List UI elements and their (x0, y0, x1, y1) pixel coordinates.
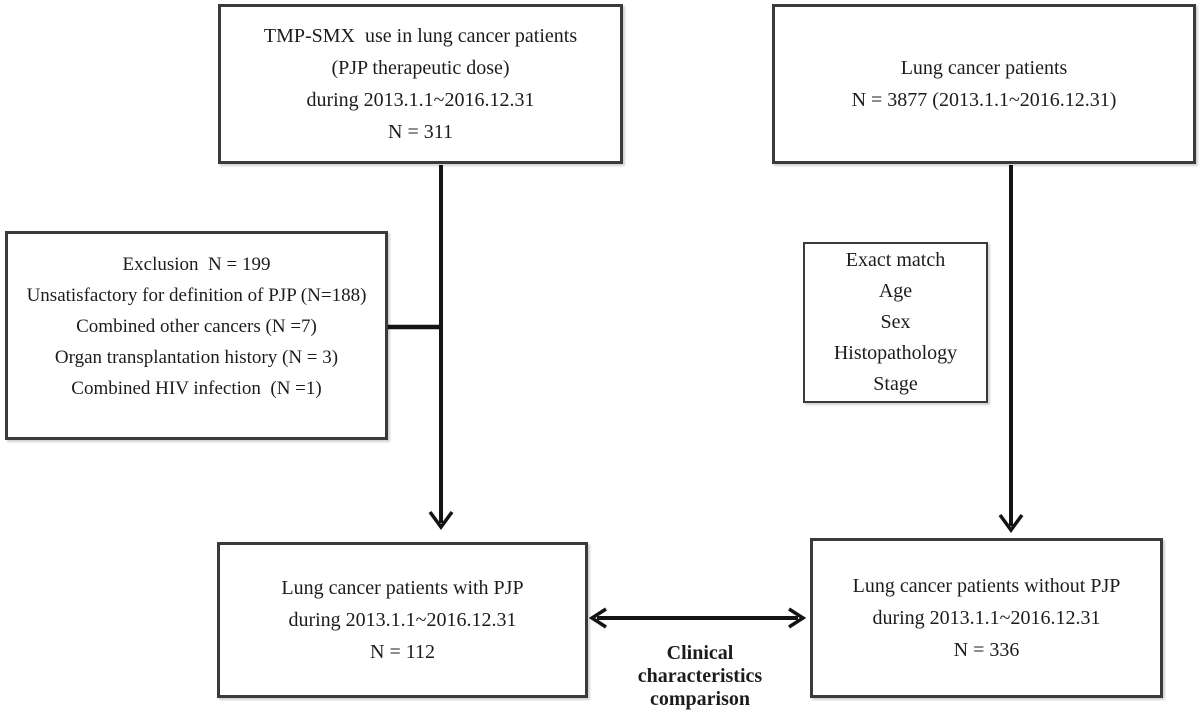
box-line: Organ transplantation history (N = 3) (54, 347, 339, 368)
box-line: Lung cancer patients with PJP (281, 577, 524, 599)
box-line: Lung cancer patients (900, 57, 1068, 79)
box-line: Combined other cancers (N =7) (76, 316, 317, 337)
arrow-down-left (428, 165, 454, 530)
box-line: Exclusion N = 199 (122, 254, 271, 275)
box-line: during 2013.1.1~2016.12.31 (306, 89, 535, 111)
box-line: Histopathology (833, 342, 958, 364)
arrow-comparison-double (588, 607, 807, 629)
box-line: N = 3877 (2013.1.1~2016.12.31) (851, 89, 1117, 111)
box-tmp-smx-use: TMP-SMX use in lung cancer patients (PJP… (218, 4, 623, 164)
box-without-pjp: Lung cancer patients without PJP during … (810, 538, 1163, 698)
arrow-down-right (998, 165, 1024, 533)
comparison-label: Clinical characteristics comparison (600, 642, 800, 711)
box-line: N = 112 (370, 641, 435, 663)
box-line: Exact match (845, 249, 946, 271)
box-lung-cancer-patients: Lung cancer patients N = 3877 (2013.1.1~… (772, 4, 1196, 164)
box-line: during 2013.1.1~2016.12.31 (288, 609, 517, 631)
box-with-pjp: Lung cancer patients with PJP during 201… (217, 542, 588, 698)
box-line: N = 336 (953, 639, 1020, 661)
box-line: Stage (873, 373, 918, 395)
box-line: Sex (880, 311, 911, 333)
box-line: Combined HIV infection (N =1) (71, 378, 322, 399)
box-line: during 2013.1.1~2016.12.31 (872, 607, 1101, 629)
box-line: N = 311 (388, 121, 453, 143)
box-line: Age (878, 280, 913, 302)
box-exact-match: Exact match Age Sex Histopathology Stage (803, 242, 988, 403)
comparison-label-line: characteristics (637, 665, 763, 687)
box-exclusion: Exclusion N = 199 Unsatisfactory for def… (5, 231, 388, 440)
box-line: TMP-SMX use in lung cancer patients (263, 25, 578, 47)
box-line: Lung cancer patients without PJP (852, 575, 1121, 597)
comparison-label-line: Clinical (666, 642, 734, 664)
box-line: (PJP therapeutic dose) (331, 57, 510, 79)
comparison-label-line: comparison (650, 688, 750, 710)
box-line: Unsatisfactory for definition of PJP (N=… (26, 285, 367, 306)
